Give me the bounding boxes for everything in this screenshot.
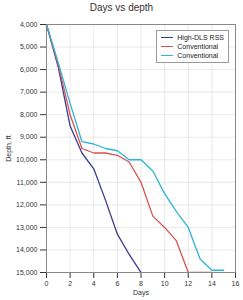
svg-text:4: 4 [92, 280, 96, 287]
svg-text:7,000: 7,000 [20, 88, 38, 95]
html-text:Conventional: Conventional [177, 52, 219, 59]
svg-text:5,000: 5,000 [20, 43, 38, 50]
svg-text:4,000: 4,000 [20, 21, 38, 28]
html-text:Days vs depth: Days vs depth [89, 2, 154, 13]
svg-text:12: 12 [184, 280, 192, 287]
svg-text:12,000: 12,000 [16, 201, 38, 208]
svg-text:11,000: 11,000 [17, 179, 38, 186]
svg-text:9,000: 9,000 [20, 133, 38, 140]
html-text:High-DLS RSS: High-DLS RSS [177, 34, 224, 41]
svg-text:16: 16 [232, 280, 240, 287]
svg-text:13,000: 13,000 [16, 224, 38, 231]
svg-text:8: 8 [139, 280, 143, 287]
svg-text:2: 2 [68, 280, 72, 287]
svg-text:6,000: 6,000 [20, 66, 38, 73]
svg-text:6: 6 [115, 280, 119, 287]
svg-text:15,000: 15,000 [16, 269, 38, 276]
svg-text:Depth, ft: Depth, ft [5, 135, 13, 162]
html-text:Conventional: Conventional [177, 43, 219, 50]
svg-text:10: 10 [161, 280, 169, 287]
svg-text:Days: Days [133, 289, 149, 297]
svg-text:0: 0 [45, 280, 49, 287]
svg-text:10,000: 10,000 [16, 156, 38, 163]
svg-text:14,000: 14,000 [16, 246, 38, 253]
svg-text:14: 14 [208, 280, 216, 287]
svg-text:8,000: 8,000 [20, 111, 38, 118]
